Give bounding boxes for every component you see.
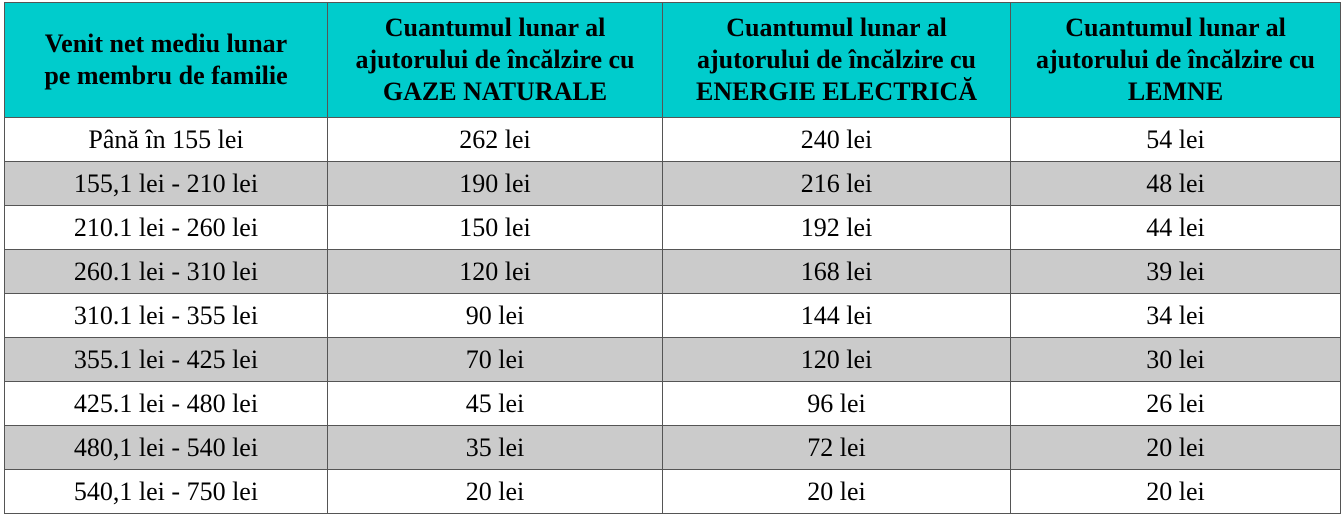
header-line: ajutorului de încălzire cu	[696, 45, 976, 74]
table-cell: 260.1 lei - 310 lei	[4, 249, 328, 294]
table-cell: 216 lei	[662, 161, 1011, 206]
table-cell: 120 lei	[327, 249, 663, 294]
header-line: ENERGIE ELECTRICĂ	[695, 77, 977, 106]
subsidy-table: Venit net mediu lunar pe membru de famili…	[4, 2, 1341, 514]
table-cell: 190 lei	[327, 161, 663, 206]
table-cell: 44 lei	[1010, 205, 1341, 250]
table-cell: Până în 155 lei	[4, 117, 328, 162]
table-cell: 48 lei	[1010, 161, 1341, 206]
table-cell: 20 lei	[1010, 425, 1341, 470]
table-cell: 168 lei	[662, 249, 1011, 294]
table-cell: 20 lei	[662, 469, 1011, 514]
header-cell: Venit net mediu lunar pe membru de famili…	[4, 2, 328, 118]
table-cell: 96 lei	[662, 381, 1011, 426]
table-cell: 192 lei	[662, 205, 1011, 250]
table-cell: 480,1 lei - 540 lei	[4, 425, 328, 470]
table-cell: 355.1 lei - 425 lei	[4, 337, 328, 382]
table-row: 155,1 lei - 210 lei 190 lei 216 lei 48 lei	[4, 161, 1341, 206]
table-cell: 310.1 lei - 355 lei	[4, 293, 328, 338]
table-cell: 144 lei	[662, 293, 1011, 338]
header-line: Cuantumul lunar al	[1065, 13, 1286, 42]
table-row: 425.1 lei - 480 lei 45 lei 96 lei 26 lei	[4, 381, 1341, 426]
header-row: Venit net mediu lunar pe membru de famili…	[4, 2, 1341, 118]
table-cell: 34 lei	[1010, 293, 1341, 338]
table-cell: 39 lei	[1010, 249, 1341, 294]
table-cell: 70 lei	[327, 337, 663, 382]
header-cell: Cuantumul lunar al ajutorului de încălzir…	[1010, 2, 1341, 118]
table-cell: 155,1 lei - 210 lei	[4, 161, 328, 206]
table-cell: 90 lei	[327, 293, 663, 338]
header-line: GAZE NATURALE	[382, 77, 608, 106]
table-row: 480,1 lei - 540 lei 35 lei 72 lei 20 lei	[4, 425, 1341, 470]
header-line: Cuantumul lunar al	[726, 13, 947, 42]
table-cell: 26 lei	[1010, 381, 1341, 426]
table-cell: 240 lei	[662, 117, 1011, 162]
header-line: LEMNE	[1127, 77, 1224, 106]
table-cell: 72 lei	[662, 425, 1011, 470]
table-cell: 210.1 lei - 260 lei	[4, 205, 328, 250]
table-cell: 20 lei	[1010, 469, 1341, 514]
header-line: pe membru de familie	[44, 61, 288, 90]
table-cell: 425.1 lei - 480 lei	[4, 381, 328, 426]
header-cell: Cuantumul lunar al ajutorului de încălzir…	[662, 2, 1011, 118]
table-cell: 540,1 lei - 750 lei	[4, 469, 328, 514]
table-body: Până în 155 lei 262 lei 240 lei 54 lei 155,1…	[4, 117, 1341, 514]
header-line: Cuantumul lunar al	[384, 13, 606, 42]
table-row: 310.1 lei - 355 lei 90 lei 144 lei 34 lei	[4, 293, 1341, 338]
table-cell: 30 lei	[1010, 337, 1341, 382]
table-cell: 54 lei	[1010, 117, 1341, 162]
table-cell: 35 lei	[327, 425, 663, 470]
table-cell: 150 lei	[327, 205, 663, 250]
table-cell: 262 lei	[327, 117, 663, 162]
table-row: Până în 155 lei 262 lei 240 lei 54 lei	[4, 117, 1341, 162]
table-row: 540,1 lei - 750 lei 20 lei 20 lei 20 lei	[4, 469, 1341, 514]
table-cell: 45 lei	[327, 381, 663, 426]
table-row: 355.1 lei - 425 lei 70 lei 120 lei 30 lei	[4, 337, 1341, 382]
table-cell: 20 lei	[327, 469, 663, 514]
table-row: 260.1 lei - 310 lei 120 lei 168 lei 39 lei	[4, 249, 1341, 294]
header-line: ajutorului de încălzire cu	[1035, 45, 1315, 74]
header-cell: Cuantumul lunar al ajutorului de încălzir…	[327, 2, 663, 118]
header-line: ajutorului de încălzire cu	[355, 45, 635, 74]
table-row: 210.1 lei - 260 lei 150 lei 192 lei 44 lei	[4, 205, 1341, 250]
table-cell: 120 lei	[662, 337, 1011, 382]
header-line: Venit net mediu lunar	[44, 29, 288, 58]
